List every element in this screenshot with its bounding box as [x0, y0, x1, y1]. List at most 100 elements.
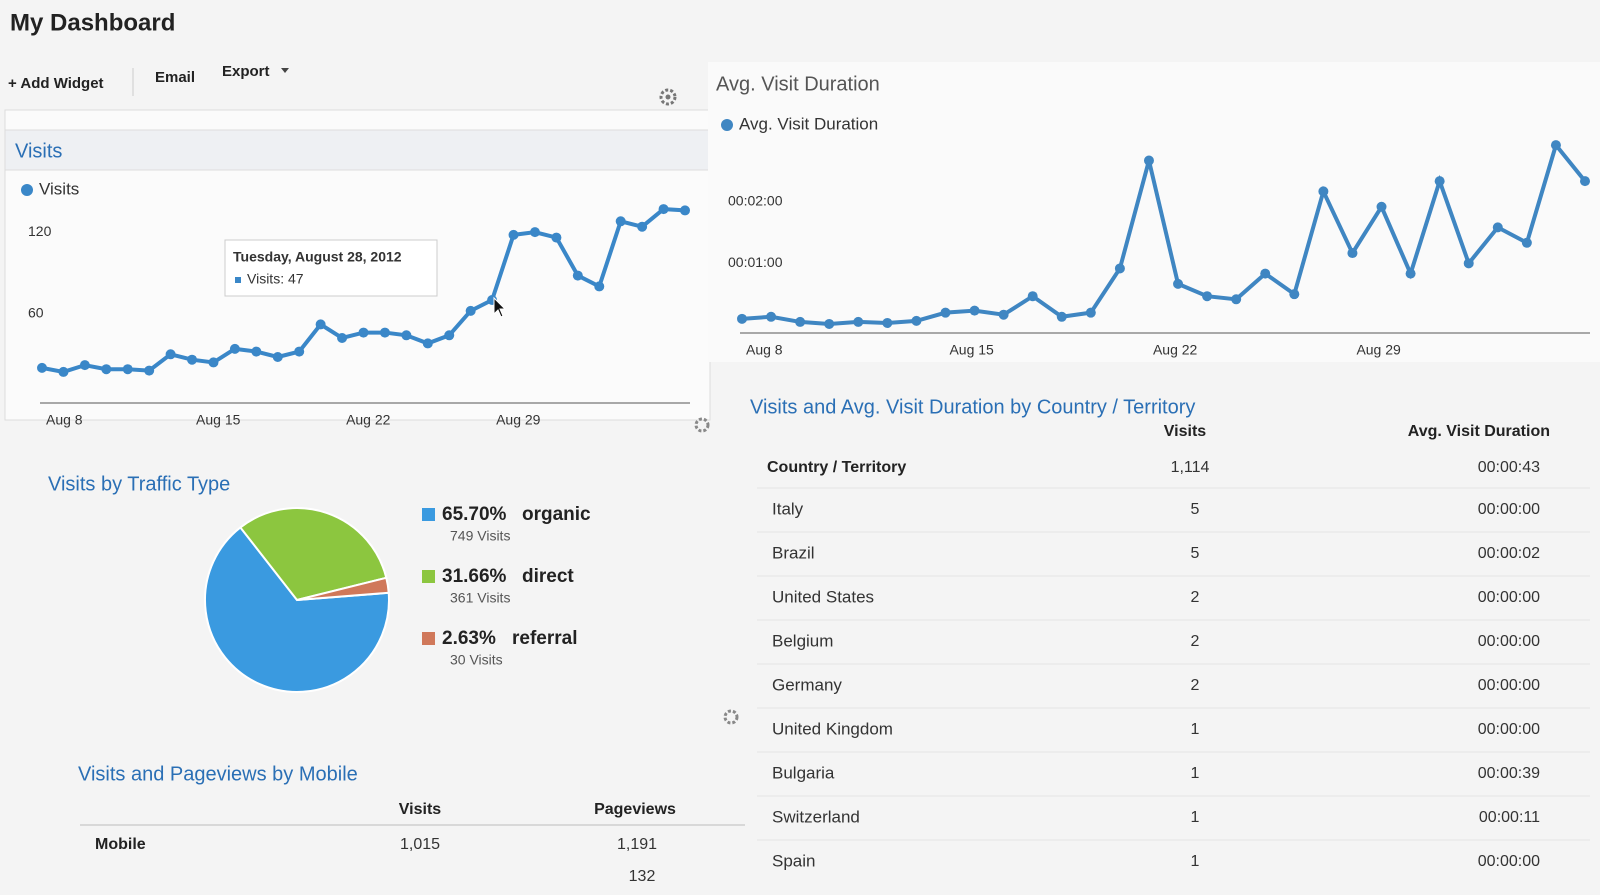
column-header: Mobile — [95, 836, 146, 853]
tooltip-box — [224, 239, 438, 297]
legend-value: 31.66% — [442, 566, 507, 587]
data-point — [337, 333, 348, 343]
data-point — [658, 204, 669, 215]
table-cell: 1 — [1191, 765, 1200, 782]
table-cell: 00:00:00 — [1478, 589, 1540, 606]
legend-label: referral — [512, 628, 578, 649]
data-point — [1143, 155, 1154, 166]
legend-marker — [422, 632, 435, 645]
table-cell: 1 — [1191, 721, 1200, 738]
data-point — [315, 319, 326, 330]
data-point — [795, 316, 806, 327]
widget-title: Visits by Traffic Type — [48, 473, 230, 495]
table-cell: 1 — [1191, 853, 1200, 870]
data-point — [766, 311, 777, 322]
data-point — [551, 232, 562, 243]
data-point — [1260, 268, 1271, 279]
y-tick-label: 120 — [28, 223, 52, 239]
legend-marker — [721, 119, 733, 131]
data-point — [1580, 176, 1590, 187]
data-point — [208, 357, 219, 368]
data-point — [940, 307, 951, 318]
toolbar-button[interactable]: Export — [222, 63, 270, 80]
legend-label: Avg. Visit Duration — [739, 114, 878, 133]
data-point — [969, 305, 980, 316]
table-cell: 00:00:00 — [1478, 853, 1540, 870]
table-cell: 00:00:02 — [1478, 545, 1540, 562]
toolbar-button[interactable]: Email — [155, 69, 195, 86]
data-point — [251, 346, 262, 357]
settings-icon[interactable] — [659, 88, 677, 106]
page-title: My Dashboard — [10, 9, 175, 36]
data-point — [58, 366, 69, 377]
widget-title: Visits and Pageviews by Mobile — [78, 763, 358, 785]
table-cell: Brazil — [772, 543, 815, 562]
data-point — [853, 316, 864, 327]
charts-layer: 60 120 Aug 8 Aug 15 Aug 22 Aug 29 Visits Tuesda… — [21, 114, 1590, 693]
tooltip-marker — [235, 277, 241, 283]
data-point — [1318, 186, 1329, 197]
toolbar-button[interactable]: + Add Widget — [8, 75, 104, 92]
data-point — [444, 330, 455, 341]
legend-visits: 749 Visits — [450, 528, 510, 544]
data-point — [101, 364, 112, 375]
legend-visits: 30 Visits — [450, 652, 503, 668]
legend-visits: 361 Visits — [450, 590, 510, 606]
data-point — [1289, 289, 1300, 300]
table-body: Italy 5 00:00:00 Brazil 5 00:00:02 United Stat… — [757, 487, 1590, 870]
data-point — [594, 281, 605, 292]
data-point — [637, 221, 648, 232]
data-point — [79, 360, 90, 371]
table-cell: 00:00:00 — [1478, 721, 1540, 738]
table-cell: 2 — [1191, 677, 1200, 694]
data-point — [680, 205, 690, 216]
settings-icon[interactable] — [723, 709, 739, 725]
column-header: Visits — [399, 801, 442, 818]
table-cell: 00:00:00 — [1478, 677, 1540, 694]
data-point — [229, 343, 240, 354]
pie-slice — [204, 526, 390, 693]
total-cell: 00:00:43 — [1478, 459, 1540, 476]
widget-header — [4, 129, 711, 171]
column-header: Country / Territory — [767, 459, 906, 476]
data-point — [1405, 268, 1416, 279]
total-cell: 1,114 — [1171, 459, 1210, 476]
pie-slice — [239, 507, 388, 602]
data-point — [422, 338, 433, 349]
y-tick-label: 60 — [28, 304, 44, 320]
table-cell: 00:00:00 — [1478, 501, 1540, 518]
data-point — [465, 305, 476, 316]
column-header: Avg. Visit Duration — [1408, 423, 1550, 440]
table-cell: 5 — [1191, 501, 1200, 518]
data-point — [1114, 263, 1125, 274]
legend-label: Visits — [39, 179, 79, 198]
table-cell: United States — [772, 587, 874, 606]
table-cell: Switzerland — [772, 807, 860, 826]
x-tick-label: Aug 8 — [46, 412, 83, 428]
table-cell: Germany — [772, 675, 842, 694]
data-point — [824, 318, 835, 329]
x-tick-label: Aug 29 — [1356, 342, 1401, 358]
data-point — [1521, 237, 1532, 248]
data-point — [615, 216, 626, 227]
data-point — [1376, 201, 1387, 212]
table-cell: Belgium — [772, 631, 833, 650]
x-tick-label: Aug 22 — [346, 412, 391, 428]
data-point — [379, 327, 390, 338]
table-cell: Bulgaria — [772, 763, 835, 782]
data-point — [1085, 307, 1096, 318]
settings-icon[interactable] — [694, 417, 710, 433]
data-point — [529, 227, 540, 238]
data-point — [1231, 294, 1242, 305]
data-point — [1492, 222, 1503, 233]
table-cell: United Kingdom — [772, 719, 893, 738]
legend-marker — [21, 184, 33, 196]
tooltip-title: Tuesday, August 28, 2012 — [233, 249, 402, 265]
data-point — [911, 315, 922, 326]
legend-label: direct — [522, 566, 574, 587]
table-cell: 2 — [1191, 633, 1200, 650]
tooltip-text: Visits: 47 — [247, 271, 304, 287]
data-point — [37, 362, 47, 373]
table-cell: 1 — [1191, 809, 1200, 826]
